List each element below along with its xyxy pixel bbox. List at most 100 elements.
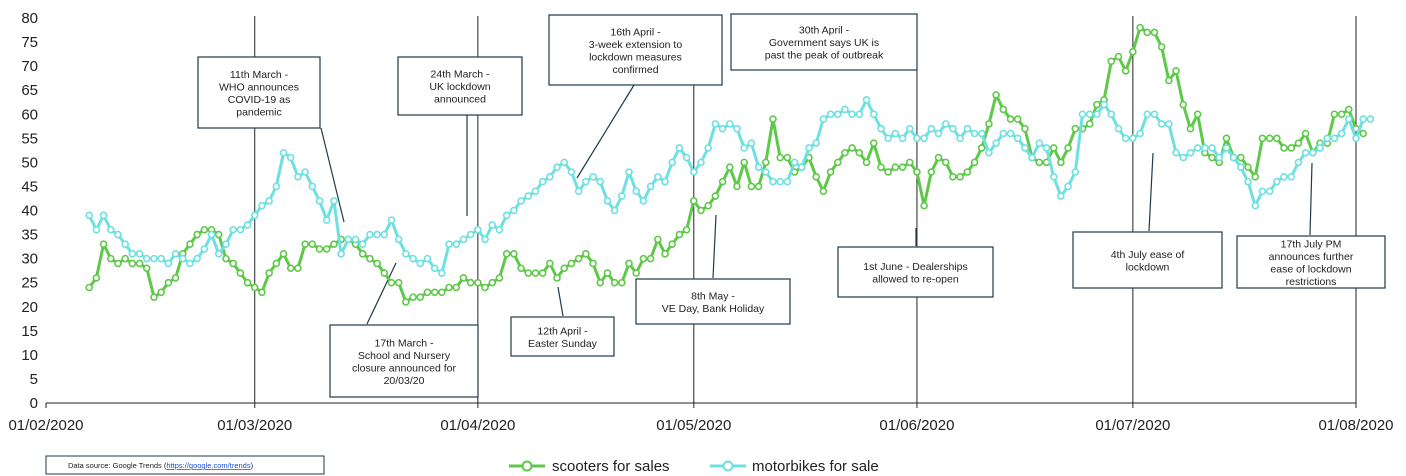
annotation-text: ease of lockdown	[1270, 263, 1351, 275]
data-point	[1157, 120, 1166, 128]
data-point	[754, 163, 763, 171]
y-tick-label: 10	[21, 347, 38, 364]
source-text: Data source: Google Trends (https://goog…	[68, 461, 254, 470]
annotation-text: UK lockdown	[429, 81, 490, 93]
y-tick-label: 45	[21, 178, 38, 195]
annotation-text: allowed to re-open	[872, 273, 959, 285]
y-tick-label: 40	[21, 203, 38, 220]
data-point	[1294, 158, 1303, 167]
data-point	[1049, 144, 1058, 152]
annotation-box	[197, 56, 321, 129]
data-point	[229, 259, 237, 268]
data-point	[833, 158, 842, 167]
data-point	[560, 158, 569, 167]
data-point	[546, 173, 554, 181]
source-link[interactable]: https://google.com/trends	[166, 461, 250, 470]
data-point	[380, 269, 389, 277]
annotation-text: lockdown	[1126, 261, 1170, 273]
data-point	[1294, 139, 1303, 147]
data-point	[409, 254, 417, 263]
data-point	[214, 250, 223, 258]
annotation-text: 8th May -	[691, 290, 735, 302]
data-point	[855, 110, 864, 119]
data-point	[956, 134, 964, 143]
y-tick-label: 15	[21, 323, 38, 340]
data-point	[639, 254, 648, 263]
data-point	[301, 168, 309, 176]
data-point	[150, 293, 158, 301]
data-point	[466, 230, 475, 239]
data-point	[675, 144, 684, 152]
data-point	[373, 259, 381, 268]
data-point	[963, 168, 972, 176]
data-point	[178, 254, 187, 263]
data-point	[142, 254, 151, 263]
data-point	[1251, 173, 1260, 181]
legend-label: scooters for sales	[552, 458, 670, 475]
data-point	[826, 168, 835, 176]
data-point	[1352, 134, 1360, 143]
data-point	[92, 274, 101, 282]
data-point	[610, 278, 619, 287]
data-point	[970, 129, 979, 138]
data-point	[927, 168, 936, 176]
data-point	[380, 230, 389, 239]
data-point	[718, 124, 727, 133]
data-point	[1229, 153, 1238, 162]
data-point	[1280, 144, 1288, 152]
data-point	[243, 278, 252, 287]
data-point	[618, 278, 626, 287]
data-point	[884, 168, 892, 176]
data-point	[1021, 144, 1029, 152]
data-point	[474, 278, 482, 287]
data-point	[1186, 148, 1195, 157]
data-point	[1121, 134, 1130, 143]
x-tick-label: 01/05/2020	[656, 417, 731, 434]
data-point	[747, 139, 756, 147]
data-point	[740, 158, 748, 167]
data-point	[402, 298, 410, 306]
data-point	[1143, 28, 1152, 37]
data-point	[308, 182, 317, 191]
data-point	[207, 230, 216, 239]
data-point	[769, 177, 777, 186]
data-point	[1222, 144, 1231, 152]
annotation-text: School and Nursery	[358, 350, 451, 362]
data-point	[963, 124, 972, 133]
annotation-text: Easter Sunday	[528, 338, 598, 350]
legend-swatch-marker	[722, 460, 734, 472]
data-point	[841, 105, 849, 114]
data-point	[330, 197, 338, 205]
data-point	[596, 278, 605, 287]
data-point	[704, 201, 713, 210]
data-point	[560, 264, 569, 273]
annotation-leader-line	[557, 286, 564, 317]
data-point	[1186, 124, 1195, 133]
annotation-text: 16th April -	[610, 26, 661, 38]
data-point	[114, 259, 122, 268]
data-point	[1215, 153, 1224, 162]
annotation-leader-line	[1309, 162, 1313, 236]
data-point	[85, 211, 93, 220]
source-prefix: Data source: Google Trends (	[68, 461, 167, 470]
data-point	[689, 168, 698, 176]
annotation-box	[730, 13, 918, 71]
data-point	[848, 110, 856, 119]
data-point	[517, 264, 525, 273]
data-point	[776, 177, 784, 186]
data-point	[582, 250, 590, 258]
data-point	[668, 158, 677, 167]
data-point	[236, 225, 245, 234]
data-point	[733, 182, 741, 191]
source-box	[45, 455, 325, 475]
data-point	[423, 254, 432, 263]
annotation-leader-line	[1148, 152, 1154, 232]
data-point	[186, 240, 194, 248]
data-point	[510, 206, 518, 215]
annotation-text: 30th April -	[799, 25, 850, 37]
data-point	[855, 148, 864, 157]
data-point	[654, 173, 662, 181]
data-point	[142, 264, 151, 273]
data-point	[869, 139, 878, 147]
data-point	[920, 134, 928, 143]
